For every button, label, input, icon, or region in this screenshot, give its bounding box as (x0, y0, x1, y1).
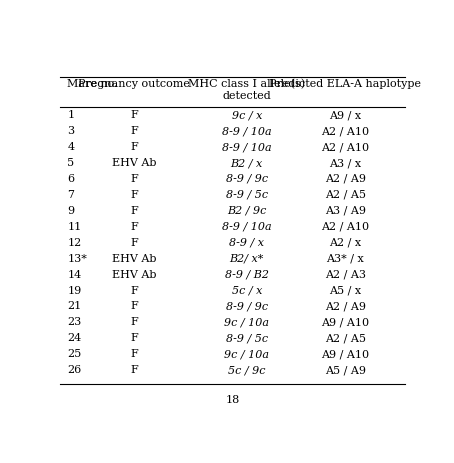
Text: 23: 23 (67, 318, 82, 327)
Text: A2 / A9: A2 / A9 (325, 301, 366, 312)
Text: 4: 4 (67, 142, 74, 152)
Text: 8-9 / 10a: 8-9 / 10a (222, 142, 271, 152)
Text: 5c / 9c: 5c / 9c (228, 365, 266, 375)
Text: F: F (130, 190, 138, 200)
Text: 24: 24 (67, 333, 82, 344)
Text: A2 / A10: A2 / A10 (321, 126, 370, 136)
Text: B2/ x*: B2/ x* (230, 254, 264, 263)
Text: EHV Ab: EHV Ab (112, 269, 157, 280)
Text: F: F (130, 301, 138, 312)
Text: 8-9 / 10a: 8-9 / 10a (222, 126, 271, 136)
Text: 7: 7 (67, 190, 74, 200)
Text: Mare no.: Mare no. (67, 79, 118, 89)
Text: Pregnancy outcome: Pregnancy outcome (78, 79, 190, 89)
Text: F: F (130, 126, 138, 136)
Text: A9 / A10: A9 / A10 (321, 349, 370, 359)
Text: 6: 6 (67, 174, 74, 184)
Text: 18: 18 (226, 395, 240, 405)
Text: 14: 14 (67, 269, 82, 280)
Text: F: F (130, 349, 138, 359)
Text: 8-9 / 9c: 8-9 / 9c (226, 174, 268, 184)
Text: 12: 12 (67, 238, 82, 248)
Text: 8-9 / x: 8-9 / x (229, 238, 264, 248)
Text: Predicted ELA-A haplotype: Predicted ELA-A haplotype (269, 79, 421, 89)
Text: A2 / A9: A2 / A9 (325, 174, 366, 184)
Text: A2 / A10: A2 / A10 (321, 142, 370, 152)
Text: 1: 1 (67, 110, 74, 120)
Text: F: F (130, 142, 138, 152)
Text: 5c / x: 5c / x (232, 286, 262, 295)
Text: A3 / A9: A3 / A9 (325, 206, 366, 216)
Text: 19: 19 (67, 286, 82, 295)
Text: 9c / 10a: 9c / 10a (224, 318, 269, 327)
Text: F: F (130, 318, 138, 327)
Text: 8-9 / B2: 8-9 / B2 (225, 269, 269, 280)
Text: 25: 25 (67, 349, 82, 359)
Text: 5: 5 (67, 158, 74, 168)
Text: EHV Ab: EHV Ab (112, 158, 157, 168)
Text: F: F (130, 333, 138, 344)
Text: MHC class I allele(s)
detected: MHC class I allele(s) detected (188, 79, 305, 100)
Text: 13*: 13* (67, 254, 87, 263)
Text: A2 / A5: A2 / A5 (325, 190, 366, 200)
Text: A3 / x: A3 / x (329, 158, 361, 168)
Text: 21: 21 (67, 301, 82, 312)
Text: F: F (130, 110, 138, 120)
Text: A2 / A5: A2 / A5 (325, 333, 366, 344)
Text: A3* / x: A3* / x (326, 254, 364, 263)
Text: F: F (130, 206, 138, 216)
Text: EHV Ab: EHV Ab (112, 254, 157, 263)
Text: A9 / x: A9 / x (329, 110, 361, 120)
Text: 9c / x: 9c / x (232, 110, 262, 120)
Text: F: F (130, 238, 138, 248)
Text: A2 / A10: A2 / A10 (321, 222, 370, 232)
Text: 11: 11 (67, 222, 82, 232)
Text: F: F (130, 222, 138, 232)
Text: 8-9 / 5c: 8-9 / 5c (226, 190, 268, 200)
Text: A2 / A3: A2 / A3 (325, 269, 366, 280)
Text: B2 / x: B2 / x (231, 158, 263, 168)
Text: 8-9 / 10a: 8-9 / 10a (222, 222, 271, 232)
Text: A9 / A10: A9 / A10 (321, 318, 370, 327)
Text: 9: 9 (67, 206, 74, 216)
Text: A2 / x: A2 / x (329, 238, 361, 248)
Text: F: F (130, 174, 138, 184)
Text: F: F (130, 365, 138, 375)
Text: B2 / 9c: B2 / 9c (227, 206, 266, 216)
Text: 9c / 10a: 9c / 10a (224, 349, 269, 359)
Text: 26: 26 (67, 365, 82, 375)
Text: 8-9 / 9c: 8-9 / 9c (226, 301, 268, 312)
Text: A5 / A9: A5 / A9 (325, 365, 366, 375)
Text: A5 / x: A5 / x (329, 286, 361, 295)
Text: F: F (130, 286, 138, 295)
Text: 8-9 / 5c: 8-9 / 5c (226, 333, 268, 344)
Text: 3: 3 (67, 126, 74, 136)
